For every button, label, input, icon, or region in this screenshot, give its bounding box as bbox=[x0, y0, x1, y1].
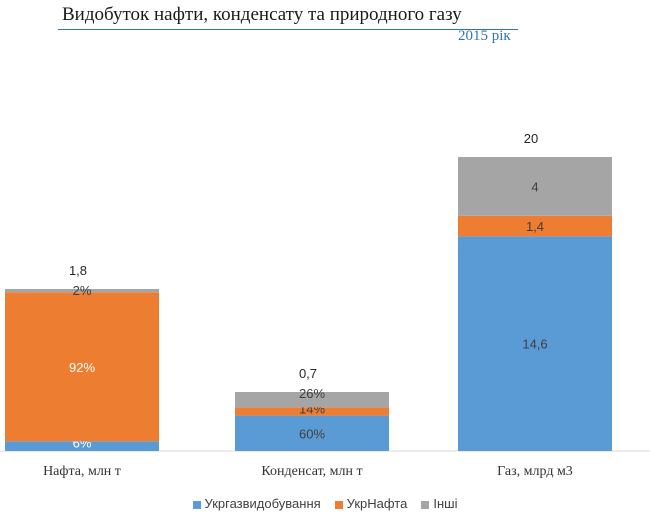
total-label-3: 20 bbox=[524, 131, 538, 146]
data-label-3-1: 14,6 bbox=[522, 337, 547, 352]
legend-item-2: УкрНафта bbox=[334, 496, 408, 511]
category-label-1: Нафта, млн т bbox=[43, 464, 121, 479]
bar-segment-2-2 bbox=[235, 407, 389, 416]
legend-swatch bbox=[192, 500, 201, 509]
legend-label: Укргазвидобування bbox=[204, 496, 321, 511]
legend-label: УкрНафта bbox=[346, 496, 408, 511]
data-label-3-2: 1,4 bbox=[526, 219, 544, 234]
legend-item-3: Інші bbox=[421, 496, 457, 511]
total-label-2: 0,7 bbox=[299, 366, 317, 381]
bar-segment-3-1 bbox=[458, 236, 612, 451]
chart-subtitle: 2015 рік bbox=[458, 28, 511, 44]
bar-segment-3-3 bbox=[458, 157, 612, 216]
legend-label: Інші bbox=[433, 496, 458, 511]
title-underline bbox=[58, 29, 518, 30]
data-label-3-3: 4 bbox=[531, 179, 538, 194]
data-label-1-2: 92% bbox=[69, 360, 95, 375]
bar-segment-2-1 bbox=[235, 415, 389, 451]
data-label-2-3: 26% bbox=[299, 386, 325, 401]
legend-item-1: Укргазвидобування bbox=[192, 496, 321, 511]
data-label-1-3: 2% bbox=[73, 283, 92, 298]
legend-swatch bbox=[334, 500, 343, 509]
legend-swatch bbox=[421, 500, 430, 509]
bar-segment-2-3 bbox=[235, 392, 389, 408]
total-label-1: 1,8 bbox=[69, 263, 87, 278]
chart-title: Видобуток нафти, конденсату та природног… bbox=[62, 4, 462, 25]
category-label-3: Газ, млрд м3 bbox=[497, 464, 573, 479]
bar-segment-3-2 bbox=[458, 215, 612, 237]
data-label-2-1: 60% bbox=[299, 426, 325, 441]
category-label-2: Конденсат, млн т bbox=[261, 464, 362, 479]
bar-segment-1-3 bbox=[5, 289, 159, 293]
chart-legend: Укргазвидобування УкрНафта Інші bbox=[0, 496, 650, 511]
bar-segment-1-1 bbox=[5, 441, 159, 451]
bar-segment-1-2 bbox=[5, 292, 159, 442]
